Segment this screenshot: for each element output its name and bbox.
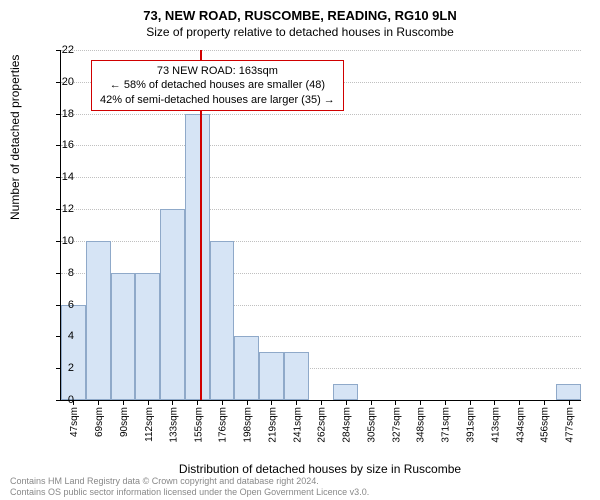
x-tick-mark xyxy=(420,400,421,405)
gridline xyxy=(61,114,581,115)
x-tick-mark xyxy=(271,400,272,405)
x-tick-mark xyxy=(395,400,396,405)
footer-line-2: Contains OS public sector information li… xyxy=(10,487,369,498)
y-tick-label: 12 xyxy=(44,203,74,215)
y-tick-label: 18 xyxy=(44,108,74,120)
histogram-bar xyxy=(259,352,284,400)
annotation-line-1: 73 NEW ROAD: 163sqm xyxy=(100,64,335,78)
x-tick-mark xyxy=(148,400,149,405)
histogram-bar xyxy=(333,384,358,400)
y-tick-label: 10 xyxy=(44,235,74,247)
chart-container: 73, NEW ROAD, RUSCOMBE, READING, RG10 9L… xyxy=(0,0,600,500)
x-tick-mark xyxy=(321,400,322,405)
chart-title: 73, NEW ROAD, RUSCOMBE, READING, RG10 9L… xyxy=(0,0,600,23)
y-tick-label: 16 xyxy=(44,139,74,151)
x-tick-mark xyxy=(569,400,570,405)
histogram-bar xyxy=(61,305,86,400)
gridline xyxy=(61,177,581,178)
y-tick-label: 22 xyxy=(44,44,74,56)
y-tick-label: 20 xyxy=(44,76,74,88)
footer-attribution: Contains HM Land Registry data © Crown c… xyxy=(10,476,369,498)
y-axis-label: Number of detached properties xyxy=(8,55,22,220)
histogram-bar xyxy=(111,273,136,400)
histogram-bar xyxy=(284,352,309,400)
x-tick-mark xyxy=(98,400,99,405)
x-tick-mark xyxy=(470,400,471,405)
x-tick-mark xyxy=(247,400,248,405)
x-tick-mark xyxy=(544,400,545,405)
x-tick-mark xyxy=(371,400,372,405)
histogram-bar xyxy=(86,241,111,400)
gridline xyxy=(61,209,581,210)
chart-subtitle: Size of property relative to detached ho… xyxy=(0,23,600,43)
x-tick-mark xyxy=(445,400,446,405)
x-tick-mark xyxy=(123,400,124,405)
annotation-line-2: ← 58% of detached houses are smaller (48… xyxy=(100,78,335,92)
x-tick-mark xyxy=(197,400,198,405)
annotation-box: 73 NEW ROAD: 163sqm← 58% of detached hou… xyxy=(91,60,344,111)
gridline xyxy=(61,50,581,51)
y-tick-label: 6 xyxy=(44,299,74,311)
histogram-bar xyxy=(185,114,210,400)
x-tick-mark xyxy=(346,400,347,405)
histogram-bar xyxy=(556,384,581,400)
gridline xyxy=(61,145,581,146)
footer-line-1: Contains HM Land Registry data © Crown c… xyxy=(10,476,369,487)
y-tick-label: 14 xyxy=(44,171,74,183)
y-tick-label: 0 xyxy=(44,394,74,406)
y-tick-label: 2 xyxy=(44,362,74,374)
histogram-bar xyxy=(210,241,235,400)
histogram-bar xyxy=(135,273,160,400)
histogram-bar xyxy=(160,209,185,400)
x-tick-mark xyxy=(172,400,173,405)
y-tick-label: 8 xyxy=(44,267,74,279)
x-tick-mark xyxy=(222,400,223,405)
x-tick-mark xyxy=(494,400,495,405)
x-axis-label: Distribution of detached houses by size … xyxy=(60,462,580,476)
gridline xyxy=(61,241,581,242)
x-tick-mark xyxy=(296,400,297,405)
annotation-line-3: 42% of semi-detached houses are larger (… xyxy=(100,93,335,107)
x-tick-mark xyxy=(519,400,520,405)
histogram-bar xyxy=(234,336,259,400)
y-tick-label: 4 xyxy=(44,330,74,342)
plot-area: 73 NEW ROAD: 163sqm← 58% of detached hou… xyxy=(60,50,581,401)
